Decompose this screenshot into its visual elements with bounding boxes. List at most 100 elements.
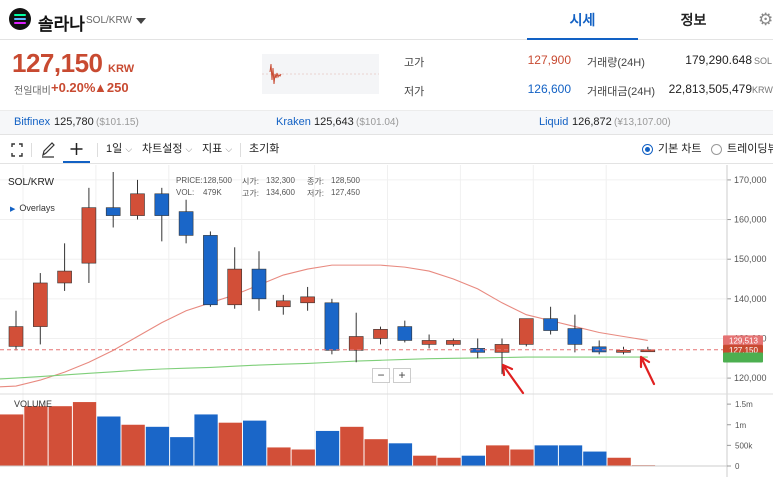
ohlc-high-label: 고가: [242,189,259,198]
basic-chart-label[interactable]: 기본 차트 [658,143,702,155]
mini-chart-svg [262,63,379,85]
exchange-bar: Bitfinex 125,780 ($101.15) Kraken 125,64… [0,110,773,135]
price-badge [723,352,763,363]
candle-body [348,336,364,351]
exchange-name-liquid[interactable]: Liquid [539,116,569,128]
candle-body [105,207,121,216]
volume-bar [218,422,242,466]
volume-bar [243,420,267,466]
volume-unit: SOL [754,56,773,66]
solana-logo-icon [9,8,31,30]
volume-pane-label: VOLUME [14,399,53,409]
candle-body [446,340,461,345]
candle-body [518,318,534,345]
indicators-menu[interactable]: 지표 ⌵ [202,136,232,163]
candle-body [421,340,437,345]
volume-bar [534,445,558,466]
volume-tick-label: 0 [735,462,740,471]
volume-bar [558,445,583,466]
change-value: ▲250 [94,80,129,95]
crosshair-icon-svg [70,143,83,155]
volume-bar [170,437,194,466]
pencil-icon[interactable] [40,136,56,163]
volume-bar [97,416,121,466]
candle-body [397,326,413,341]
chart-pair-label: SOL/KRW [8,177,54,188]
candle-body [32,282,48,327]
volume-bar [0,414,24,466]
ohlc-open-label: 시가: [242,177,259,186]
candle-body [300,296,315,304]
change-label: 전일대비 [14,86,51,97]
tab-info[interactable]: 정보 [680,12,707,28]
fullscreen-icon-svg [11,143,23,157]
high-label: 고가 [404,57,425,69]
tradingview-radio[interactable] [711,144,722,155]
volume-bar [121,424,145,466]
candle-body [154,193,170,216]
exchange-usd-bitfinex: ($101.15) [96,117,139,128]
exchange-price-kraken: 125,643 [314,116,354,128]
candle-body [227,268,242,306]
amount-value: 22,813,505,479 [668,82,752,96]
exchange-name-bitfinex[interactable]: Bitfinex [14,116,51,128]
price-chart[interactable]: 170,000160,000150,000140,000130,000120,0… [0,165,773,477]
volume-bar [510,449,534,466]
exchange-name-kraken[interactable]: Kraken [276,116,311,128]
volume-bar [607,457,631,466]
exchange-jpy-liquid: (¥13,107.00) [614,117,671,128]
coin-pair: SOL/KRW [86,15,132,26]
candle-body [275,300,291,308]
tab-price[interactable]: 시세 [527,0,638,40]
annotation-arrow [639,355,656,386]
coin-name: 솔라나 [38,15,85,34]
volume-bar [145,426,170,466]
low-label: 저가 [404,86,425,98]
volume-bar [24,406,48,466]
volume-bar [48,406,72,466]
price-badge [723,335,763,346]
volume-tick-label: 500k [735,441,753,450]
mini-price-line [269,63,282,85]
current-price: 127,150 [12,48,103,78]
ohlc-close-value: 128,500 [331,176,360,185]
mini-chart [262,54,379,94]
gear-icon[interactable]: ⚙ [758,10,773,29]
candle-body [178,211,194,236]
price-chart-svg: 170,000160,000150,000140,000130,000120,0… [0,165,773,477]
interval-label: 1일 [106,143,123,155]
crosshair-icon[interactable] [63,136,90,163]
fullscreen-icon[interactable] [10,136,24,163]
change-rate: +0.20% [51,80,96,95]
volume-bar [461,455,485,466]
ohlc-close-label: 종가: [307,177,324,186]
zoom-out-button[interactable]: − [372,368,390,383]
candle-body [494,344,510,353]
interval-select[interactable]: 1일 ⌵ [106,136,132,163]
tradingview-label[interactable]: 트레이딩뷰 [727,143,773,155]
amount-label: 거래대금(24H) [587,86,655,98]
volume-bar [413,455,437,466]
volume-bar [486,445,510,466]
volume-tick-label: 1m [735,421,746,430]
basic-chart-radio[interactable] [642,144,653,155]
price-badge [723,344,763,355]
volume-bar [388,443,413,466]
volume-bar [291,449,315,466]
chevron-down-icon[interactable] [136,18,146,24]
chevron-down-icon: ⌵ [185,144,193,154]
ohlc-price-value: 128,500 [203,176,232,185]
candle-body [543,318,558,331]
zoom-in-button[interactable]: + [393,368,411,383]
price-tick-label: 150,000 [734,254,767,264]
ohlc-vol-label: VOL: [176,188,195,197]
overlays-toggle[interactable]: Overlays [10,203,55,213]
price-tick-label: 120,000 [734,373,767,383]
reset-button[interactable]: 초기화 [249,143,280,155]
ohlc-low-value: 127,450 [331,188,360,197]
price-badge-label: 129,513 [729,336,758,345]
candle-body [8,326,24,347]
ohlc-high-value: 134,600 [266,188,295,197]
chart-settings-menu[interactable]: 차트설정 ⌵ [142,136,192,163]
ohlc-open-value: 132,300 [266,176,295,185]
